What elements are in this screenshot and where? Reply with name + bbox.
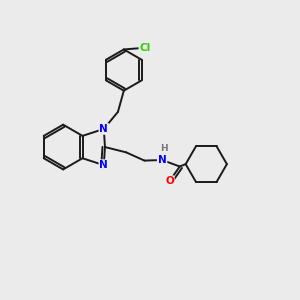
Text: N: N — [99, 160, 108, 170]
Text: Cl: Cl — [140, 43, 151, 53]
Text: N: N — [99, 124, 108, 134]
Text: H: H — [160, 144, 168, 153]
Text: N: N — [158, 155, 167, 165]
Text: O: O — [165, 176, 174, 186]
